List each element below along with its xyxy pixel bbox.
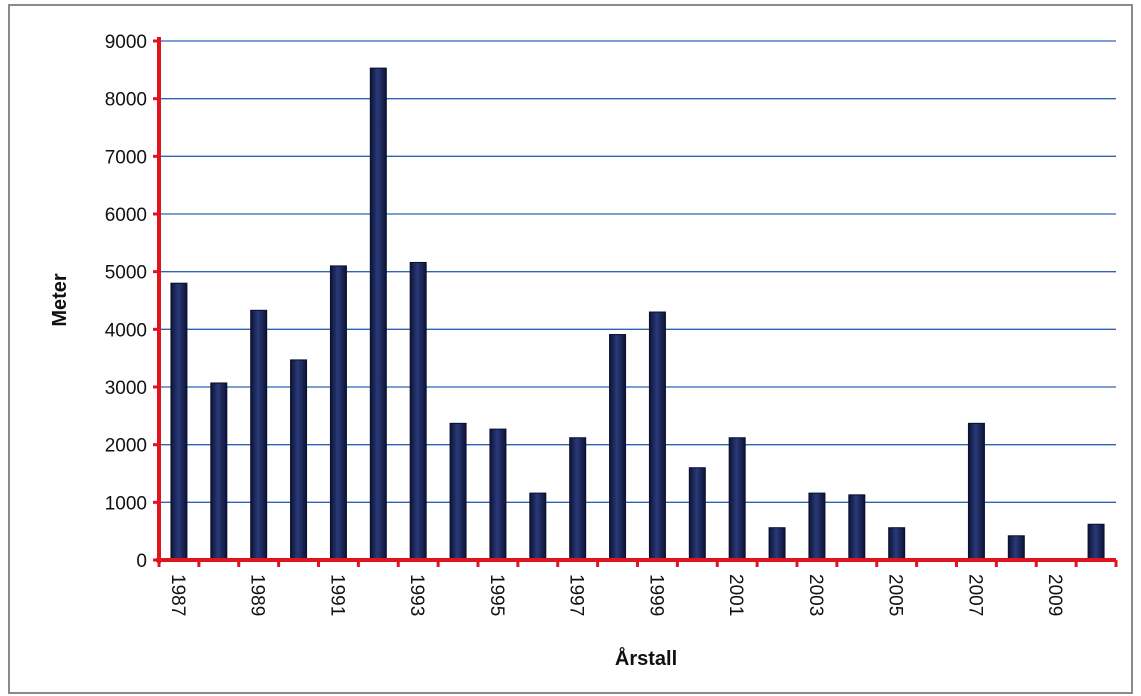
bar-2001 (728, 437, 746, 561)
bar-1993 (409, 261, 427, 561)
x-tick-label: 2003 (805, 574, 826, 616)
x-tick-label: 2007 (964, 574, 985, 616)
x-tick-labels: 1987 1989 1991 1993 1995 1997 1999 2001 2003 2005… (167, 574, 1065, 616)
chart-frame: 0 1000 2000 3000 4000 5000 6000 7000 8000 9000 19… (8, 4, 1133, 694)
bar-1996 (529, 492, 547, 561)
bar-2005 (888, 527, 906, 561)
bar-2000 (688, 467, 706, 561)
bar-1994 (449, 422, 467, 561)
bar-2003 (808, 492, 826, 561)
y-tick-label: 2000 (105, 436, 147, 457)
y-axis-title: Meter (49, 273, 71, 327)
x-tick-label: 1991 (326, 574, 347, 616)
x-tick-label: 1997 (566, 574, 587, 616)
bar-2007 (967, 422, 985, 561)
bar-1998 (609, 334, 627, 561)
x-tick-label: 1999 (645, 574, 666, 616)
x-tick-label: 2001 (725, 574, 746, 616)
x-tick-label: 1987 (167, 574, 188, 616)
x-tick-label: 1995 (486, 574, 507, 616)
bar-2008 (1007, 535, 1025, 561)
bar-1987 (170, 282, 188, 561)
bar-1989 (250, 309, 268, 561)
y-tick-label: 7000 (105, 147, 147, 168)
y-tick-label: 1000 (105, 493, 147, 514)
gridlines (159, 40, 1116, 503)
y-tick-label: 0 (136, 551, 147, 572)
axes (153, 37, 1118, 567)
x-tick-label: 1993 (406, 574, 427, 616)
y-tick-label: 8000 (105, 90, 147, 111)
bar-1988 (210, 382, 228, 561)
bar-1997 (569, 437, 587, 561)
bar-1995 (489, 428, 507, 561)
y-tick-label: 6000 (105, 205, 147, 226)
x-axis-title: Årstall (615, 646, 677, 670)
bar-1990 (290, 359, 308, 561)
bar-1991 (329, 265, 347, 561)
x-tick-label: 2005 (885, 574, 906, 616)
bar-2010 (1087, 523, 1105, 561)
y-tick-labels: 0 1000 2000 3000 4000 5000 6000 7000 8000 9000 (105, 32, 147, 572)
bar-2004 (848, 494, 866, 561)
bar-chart: 0 1000 2000 3000 4000 5000 6000 7000 8000 9000 19… (49, 32, 1118, 670)
bar-1992 (369, 67, 387, 561)
y-tick-label: 4000 (105, 320, 147, 341)
y-tick-label: 3000 (105, 378, 147, 399)
bars (170, 67, 1105, 561)
y-tick-label: 5000 (105, 263, 147, 284)
bar-1999 (648, 311, 666, 561)
y-tick-label: 9000 (105, 32, 147, 53)
x-tick-label: 2009 (1044, 574, 1065, 616)
bar-2002 (768, 527, 786, 561)
x-tick-label: 1989 (247, 574, 268, 616)
